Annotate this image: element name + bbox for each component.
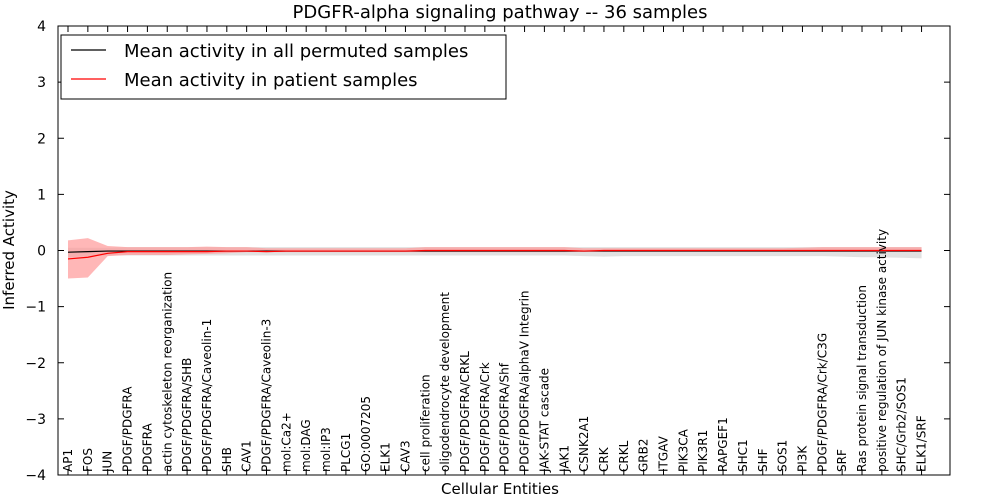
x-tick-label: PDGFRA	[140, 422, 154, 472]
x-axis-title: Cellular Entities	[441, 480, 559, 498]
x-tick-label: positive regulation of JUN kinase activi…	[875, 229, 889, 472]
y-axis: −4 −3 −2 −1 0 1 2 3 4	[25, 19, 950, 484]
x-tick-label: oligodendrocyte development	[438, 292, 452, 472]
x-tick-label: CRK	[597, 446, 611, 472]
x-tick-label: PDGF/PDGFRA/alphaV Integrin	[518, 290, 532, 472]
legend-label-patient: Mean activity in patient samples	[124, 70, 418, 91]
x-tick-label: AP1	[61, 449, 75, 472]
x-tick-label: PDGF/PDGFRA	[121, 386, 135, 472]
x-tick-label: SHC/Grb2/SOS1	[895, 377, 909, 472]
x-tick-label: actin cytoskeleton reorganization	[160, 272, 174, 472]
x-tick-label: PDGF/PDGFRA/Shf	[498, 362, 512, 472]
series-lines	[67, 249, 922, 260]
x-tick-label: PI3K	[795, 445, 809, 472]
x-tick-label: JAK-STAT cascade	[537, 368, 551, 473]
x-tick-label: CAV3	[398, 440, 412, 472]
x-tick-label: mol:Ca2+	[279, 412, 293, 472]
legend-label-permuted: Mean activity in all permuted samples	[124, 41, 468, 62]
x-tick-label: GRB2	[637, 438, 651, 472]
y-tick-label: 0	[37, 244, 46, 260]
x-tick-label: CSNK2A1	[577, 416, 591, 472]
chart-title: PDGFR-alpha signaling pathway -- 36 samp…	[293, 2, 708, 23]
x-tick-label: ITGAV	[657, 435, 671, 472]
x-tick-label: PDGF/PDGFRA/Crk	[478, 362, 492, 472]
x-tick-label: SHC1	[736, 439, 750, 472]
confidence-bands	[68, 238, 922, 279]
legend: Mean activity in all permuted samples Me…	[60, 34, 507, 100]
x-tick-label: FOS	[81, 448, 95, 472]
x-axis: AP1 FOS JUN PDGF/PDGFRA PDGFRA actin cytoskel…	[61, 26, 929, 475]
x-tick-label: CRKL	[617, 440, 631, 472]
x-tick-label: ELK1	[379, 442, 393, 472]
x-tick-label: CAV1	[240, 440, 254, 472]
x-tick-label: mol:DAG	[299, 419, 313, 472]
x-tick-label: PDGF/PDGFRA/CRKL	[458, 351, 472, 472]
y-tick-label: −2	[25, 356, 46, 372]
x-tick-label: PDGF/PDGFRA/Crk/C3G	[815, 333, 829, 472]
y-tick-label: 2	[37, 131, 46, 147]
x-tick-label: PIK3R1	[696, 430, 710, 472]
x-tick-label: PDGF/PDGFRA/Caveolin-3	[260, 319, 274, 472]
y-tick-label: −3	[25, 412, 46, 428]
x-tick-label: JUN	[101, 451, 115, 473]
x-tick-label: SOS1	[776, 440, 790, 472]
y-tick-label: 1	[37, 187, 46, 203]
x-tick-label: Ras protein signal transduction	[855, 285, 869, 472]
y-tick-label: 3	[37, 75, 46, 91]
y-tick-label: −1	[25, 300, 46, 316]
y-axis-title: Inferred Activity	[0, 190, 18, 310]
line-series-1	[67, 249, 922, 260]
x-tick-label: SHB	[220, 447, 234, 472]
x-tick-label: PDGF/PDGFRA/Caveolin-1	[200, 319, 214, 472]
y-tick-label: 4	[37, 19, 46, 35]
y-tick-label: −4	[25, 468, 46, 484]
x-tick-label: mol:IP3	[319, 427, 333, 472]
legend-box	[60, 34, 507, 100]
x-tick-label: PIK3CA	[676, 428, 690, 472]
x-tick-label: SRF	[835, 449, 849, 472]
x-tick-label: GO:0007205	[359, 396, 373, 472]
band-series-1	[68, 238, 922, 279]
x-tick-label: JAK1	[557, 445, 571, 473]
x-tick-label: RAPGEF1	[716, 417, 730, 472]
x-tick-label: PLCG1	[339, 433, 353, 472]
x-tick-label: SHF	[756, 448, 770, 472]
x-tick-label: cell proliferation	[418, 374, 432, 472]
x-tick-label: PDGF/PDGFRA/SHB	[180, 358, 194, 472]
x-tick-label: ELK1/SRF	[915, 415, 929, 472]
